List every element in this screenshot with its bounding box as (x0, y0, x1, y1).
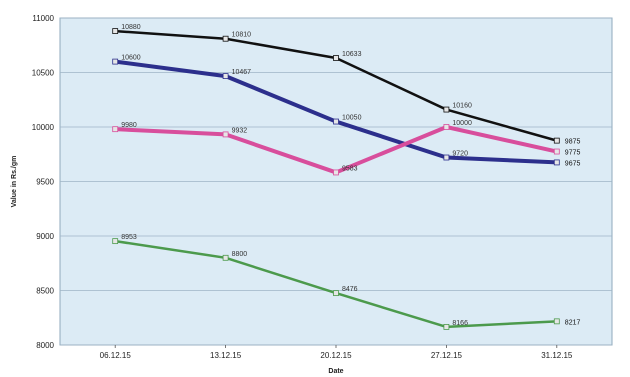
x-tick-label: 06.12.15 (100, 351, 132, 360)
data-point (553, 318, 560, 325)
data-point (333, 118, 339, 125)
grid (60, 17, 612, 346)
data-label: 9583 (342, 165, 358, 172)
data-point (553, 137, 560, 144)
data-point (333, 55, 339, 61)
y-tick-label: 9500 (36, 178, 54, 187)
data-labels: 10880 10810 10633 10160 9875 10600 10467 10050 9… (121, 24, 580, 327)
data-point (443, 106, 450, 113)
data-point (443, 124, 450, 130)
x-axis: 06.12.15 13.12.15 20.12.15 27.12.15 31.12.15 (100, 345, 573, 360)
y-tick-label: 10500 (32, 69, 55, 78)
y-tick-label: 11000 (32, 14, 54, 23)
x-axis-title: Date (328, 368, 343, 375)
data-label: 10880 (121, 24, 141, 31)
data-label: 10600 (121, 55, 141, 62)
y-axis-title: Value in Rs./gm (11, 156, 18, 208)
data-label: 8166 (452, 320, 468, 327)
data-label: 10633 (342, 51, 362, 58)
x-tick-label: 31.12.15 (541, 351, 573, 360)
y-tick-label: 9000 (36, 232, 54, 241)
y-axis: 8000 8500 9000 9500 10000 10500 11000 (32, 14, 55, 350)
data-label: 9720 (452, 151, 468, 158)
data-point (112, 58, 119, 65)
data-point (112, 28, 119, 34)
data-label: 9675 (565, 160, 581, 167)
data-point (443, 154, 450, 161)
data-point (112, 126, 119, 133)
data-point (553, 159, 560, 166)
data-point (112, 238, 119, 245)
data-label: 10050 (342, 115, 362, 122)
data-point (222, 73, 229, 79)
data-label: 9980 (121, 122, 137, 129)
data-label: 10810 (232, 32, 252, 39)
data-point (553, 148, 560, 155)
data-point (222, 131, 229, 138)
data-label: 10467 (232, 69, 252, 76)
data-label: 8953 (121, 234, 137, 241)
y-tick-label: 8000 (36, 341, 54, 350)
data-label: 8800 (232, 251, 248, 258)
data-label: 10160 (452, 103, 472, 110)
y-tick-label: 10000 (32, 123, 55, 132)
data-point (222, 35, 229, 42)
data-label: 9932 (232, 127, 248, 134)
data-label: 9875 (565, 139, 581, 146)
data-point (443, 324, 450, 330)
data-point (333, 169, 339, 176)
data-point (222, 254, 229, 261)
series-group (112, 28, 560, 330)
x-tick-label: 20.12.15 (320, 351, 352, 360)
data-point (333, 290, 339, 297)
data-label: 8476 (342, 286, 358, 293)
y-tick-label: 8500 (36, 287, 54, 296)
x-tick-label: 27.12.15 (431, 351, 463, 360)
data-label: 9775 (565, 150, 581, 157)
data-label: 8217 (565, 319, 581, 326)
x-tick-label: 13.12.15 (210, 351, 242, 360)
data-label: 10000 (452, 120, 472, 127)
